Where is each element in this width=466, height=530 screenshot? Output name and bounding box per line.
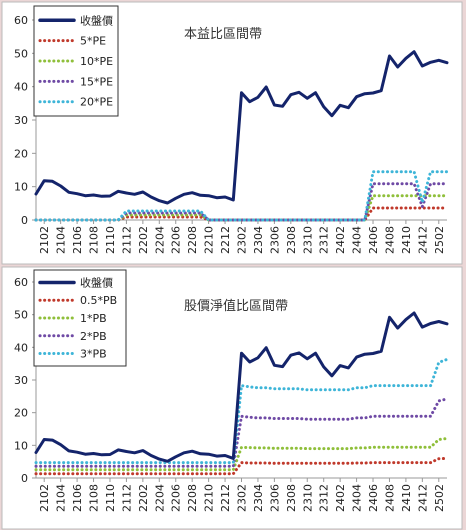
- x-tick-label: 2304: [252, 226, 265, 254]
- x-tick-label: 2110: [104, 484, 117, 512]
- series-line-closing-price: [34, 311, 449, 463]
- x-tick-label: 2502: [433, 226, 446, 254]
- legend: 收盤價 5*PE 10*PE 15*PE 20*PE: [33, 5, 119, 117]
- x-tick-label: 2208: [186, 484, 199, 512]
- legend-label: 收盤價: [80, 13, 113, 27]
- y-tick-label: 0: [21, 214, 28, 227]
- legend-label: 1*PB: [80, 312, 107, 325]
- y-tick-label: 60: [14, 276, 28, 289]
- x-tick-label: 2402: [334, 484, 347, 512]
- x-tick-label: 2210: [203, 484, 216, 512]
- x-tick-label: 2204: [153, 484, 166, 512]
- y-tick-label: 30: [14, 374, 28, 387]
- x-tick-label: 2302: [236, 484, 249, 512]
- x-tick-label: 2102: [38, 484, 51, 512]
- x-tick-label: 2502: [433, 484, 446, 512]
- series-line-0_5pb: [34, 456, 449, 476]
- x-tick-label: 2308: [285, 484, 298, 512]
- x-tick-label: 2106: [71, 484, 84, 512]
- series-line-2pb: [34, 397, 449, 468]
- y-tick-label: 60: [14, 14, 28, 27]
- x-tick-label: 2408: [383, 226, 396, 254]
- series-line-1pb: [34, 437, 449, 472]
- legend-label: 15*PE: [80, 75, 113, 88]
- legend-label: 10*PE: [80, 55, 113, 68]
- legend-label: 收盤價: [80, 275, 113, 289]
- x-tick-label: 2402: [334, 226, 347, 254]
- x-tick-label: 2404: [351, 226, 364, 254]
- x-tick-label: 2410: [400, 484, 413, 512]
- x-tick-label: 2310: [301, 484, 314, 512]
- x-tick-label: 2212: [219, 484, 232, 512]
- x-tick-label: 2202: [137, 226, 150, 254]
- legend-label: 5*PE: [80, 35, 106, 48]
- chart-title: 本益比區間帶: [184, 27, 262, 42]
- y-tick-label: 50: [14, 47, 28, 60]
- x-tick-label: 2110: [104, 226, 117, 254]
- y-tick-label: 30: [14, 114, 28, 127]
- x-tick-label: 2206: [170, 484, 183, 512]
- x-tick-label: 2202: [137, 484, 150, 512]
- x-tick-label: 2306: [268, 484, 281, 512]
- x-tick-label: 2304: [252, 484, 265, 512]
- x-tick-label: 2404: [351, 484, 364, 512]
- x-tick-label: 2210: [203, 226, 216, 254]
- y-tick-label: 20: [14, 147, 28, 160]
- x-tick-label: 2206: [170, 226, 183, 254]
- series-line-closing-price: [34, 50, 449, 205]
- chart-1: 0 10 20 30 40 50 60 2102 2104 2106 2108 2110 2112 220…: [1, 1, 463, 265]
- y-tick-label: 40: [14, 341, 28, 354]
- x-tick-label: 2102: [38, 226, 51, 254]
- x-tick-label: 2112: [120, 226, 133, 254]
- x-tick-label: 2312: [318, 226, 331, 254]
- y-tick-label: 10: [14, 181, 28, 194]
- x-tick-label: 2204: [153, 226, 166, 254]
- legend-label: 20*PE: [80, 96, 113, 109]
- x-tick-label: 2108: [88, 484, 101, 512]
- legend-label: 3*PB: [80, 348, 107, 361]
- x-tick-label: 2406: [367, 226, 380, 254]
- x-tick-label: 2412: [416, 226, 429, 254]
- x-tick-label: 2208: [186, 226, 199, 254]
- x-tick-label: 2408: [383, 484, 396, 512]
- y-tick-label: 10: [14, 439, 28, 452]
- x-tick-label: 2106: [71, 226, 84, 254]
- y-tick-label: 50: [14, 309, 28, 322]
- x-tick-label: 2212: [219, 226, 232, 254]
- chart-2: 0 10 20 30 40 50 60 2102 2104 2106 2108 2110 2112 220…: [1, 266, 463, 530]
- x-tick-label: 2310: [301, 226, 314, 254]
- x-tick-label: 2312: [318, 484, 331, 512]
- x-tick-label: 2406: [367, 484, 380, 512]
- x-tick-label: 2108: [88, 226, 101, 254]
- y-tick-label: 0: [21, 472, 28, 485]
- x-tick-label: 2306: [268, 226, 281, 254]
- series-line-20pe: [34, 170, 449, 222]
- x-tick-label: 2104: [55, 484, 68, 512]
- y-tick-label: 40: [14, 81, 28, 94]
- series-line-3pb: [34, 357, 449, 465]
- y-tick-label: 20: [14, 407, 28, 420]
- legend-label: 2*PB: [80, 330, 107, 343]
- x-tick-label: 2302: [236, 226, 249, 254]
- legend: 收盤價 0.5*PB 1*PB 2*PB 3*PB: [33, 269, 127, 367]
- legend-label: 0.5*PB: [80, 294, 117, 307]
- x-tick-label: 2308: [285, 226, 298, 254]
- x-tick-label: 2410: [400, 226, 413, 254]
- x-tick-label: 2112: [120, 484, 133, 512]
- x-tick-label: 2412: [416, 484, 429, 512]
- x-tick-label: 2104: [55, 226, 68, 254]
- chart-title: 股價淨值比區間帶: [184, 298, 288, 314]
